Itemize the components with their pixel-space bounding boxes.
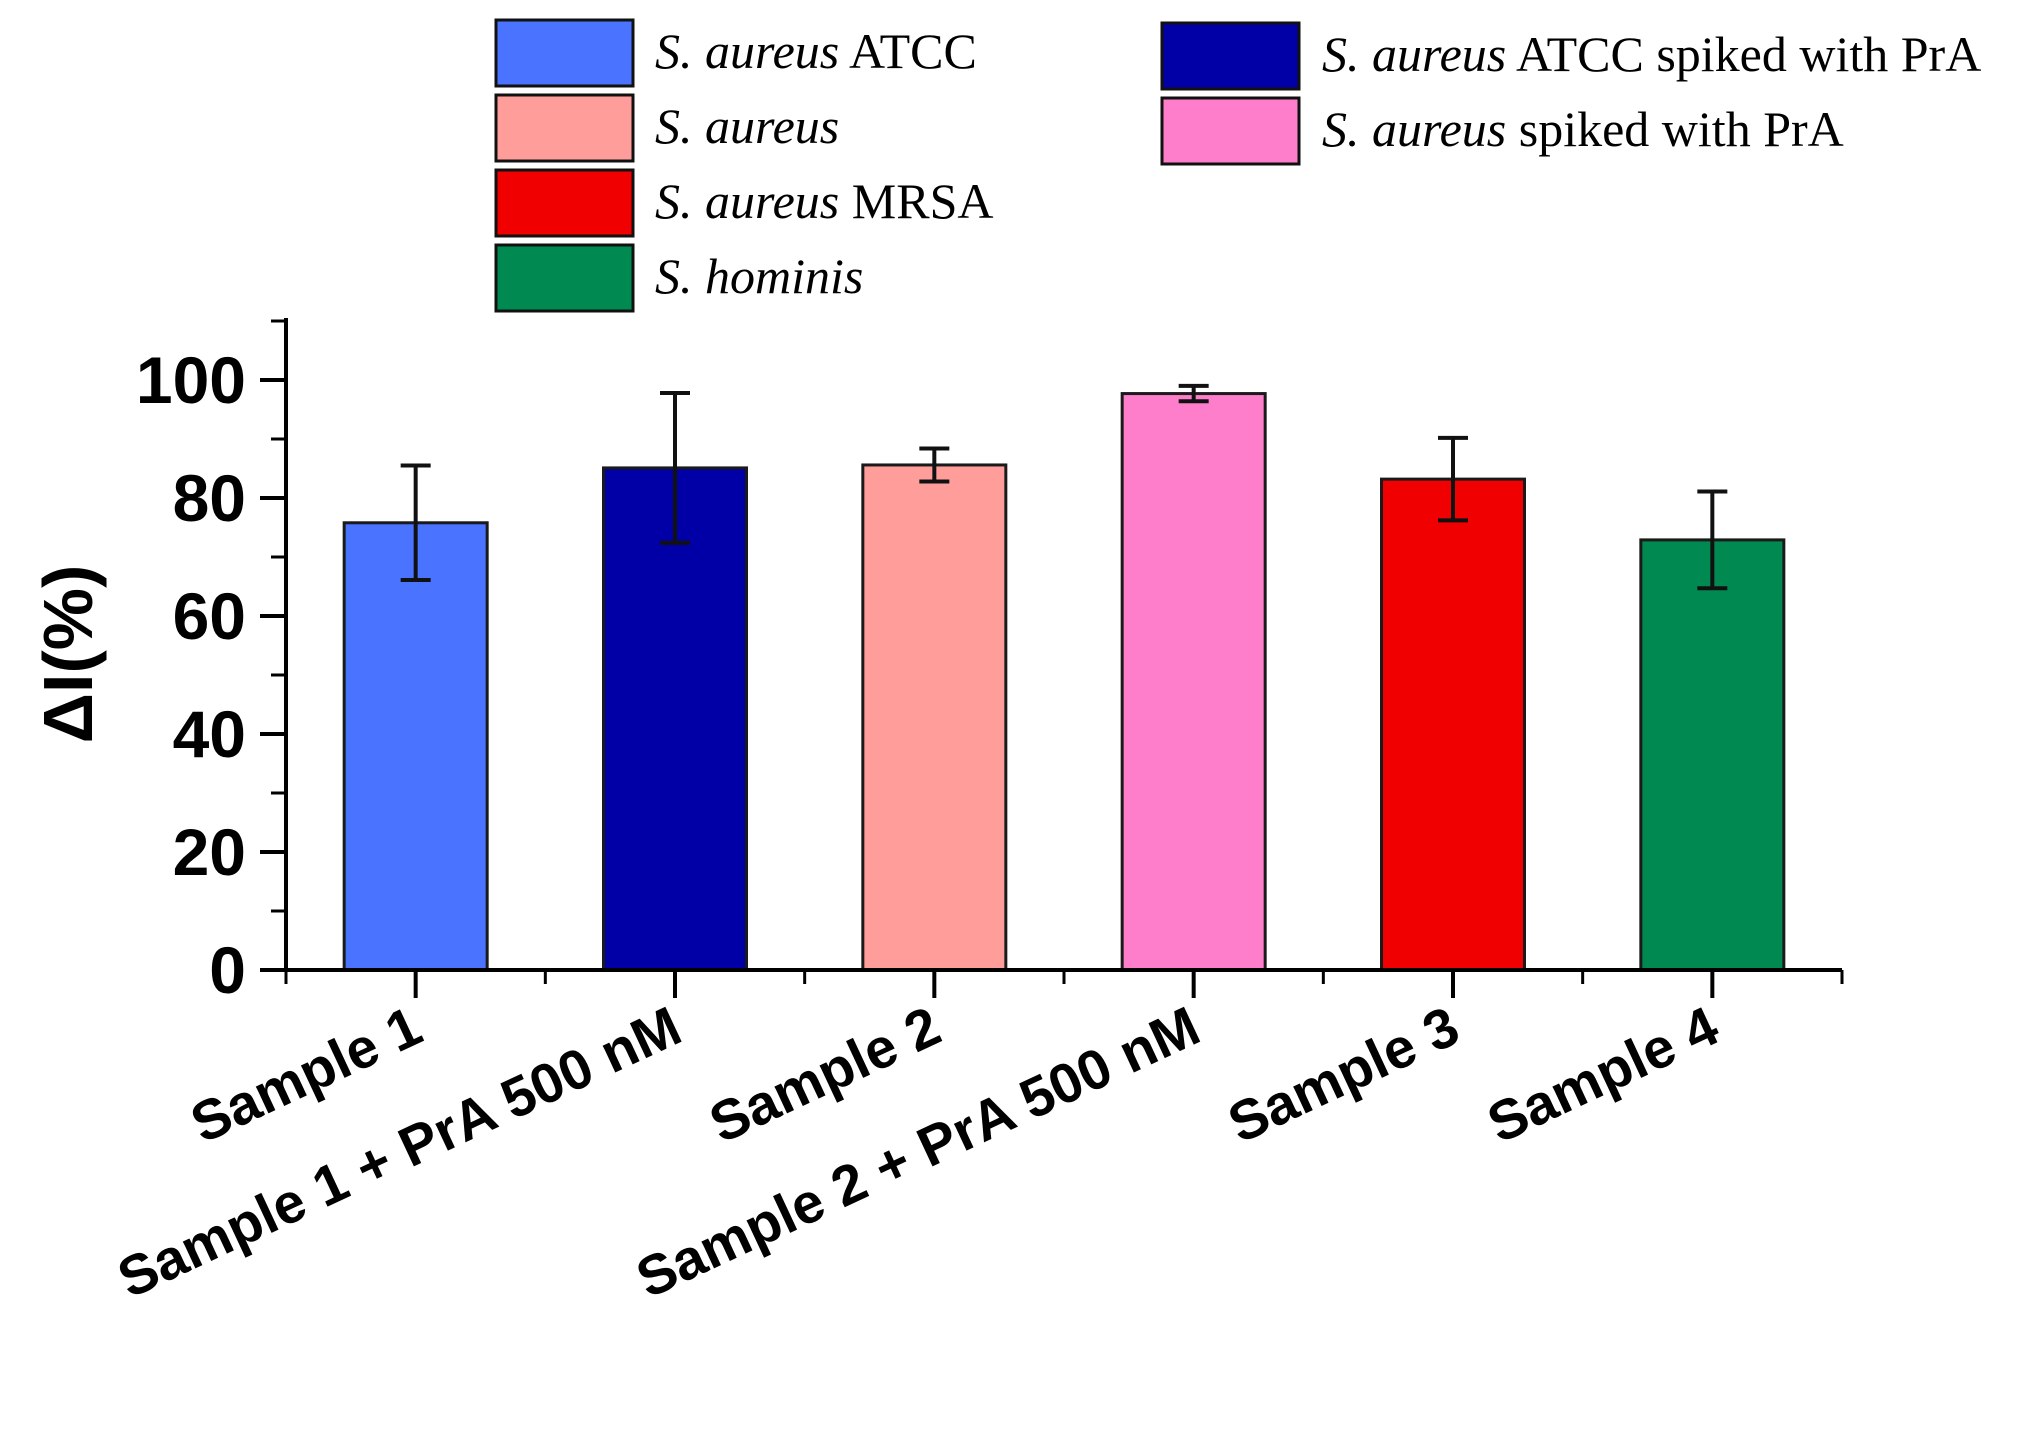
y-tick-label: 60 bbox=[173, 579, 246, 653]
legend-species: S. hominis bbox=[655, 248, 863, 304]
y-tick-label: 40 bbox=[173, 697, 246, 771]
bar bbox=[1380, 477, 1526, 972]
legend-swatch bbox=[494, 243, 635, 313]
bar bbox=[602, 466, 748, 972]
legend-swatch bbox=[1160, 96, 1301, 166]
bar bbox=[1639, 538, 1786, 972]
legend-species: S. aureus bbox=[655, 23, 839, 79]
x-tick-label: Sample 4 bbox=[1478, 994, 1727, 1155]
legend-suffix: MRSA bbox=[839, 173, 993, 229]
legend-label: S. aureus bbox=[655, 98, 839, 154]
legend-label: S. hominis bbox=[655, 248, 863, 304]
y-axis-ticks: 0 20 40 60 80 100 bbox=[136, 319, 286, 1007]
legend-swatch bbox=[494, 93, 635, 163]
bar bbox=[342, 521, 489, 972]
legend-swatch bbox=[1160, 21, 1301, 91]
y-tick-label: 0 bbox=[209, 933, 246, 1007]
legend-swatch bbox=[494, 168, 635, 238]
legend-label: S. aureus spiked with PrA bbox=[1322, 101, 1844, 157]
legend-species: S. aureus bbox=[1322, 101, 1506, 157]
legend-label: S. aureus ATCC bbox=[655, 23, 977, 79]
bar bbox=[1120, 392, 1267, 972]
x-tick-label: Sample 3 bbox=[1219, 994, 1468, 1155]
y-tick-label: 100 bbox=[136, 343, 246, 417]
y-tick-label: 20 bbox=[173, 815, 246, 889]
legend-label: S. aureus MRSA bbox=[655, 173, 994, 229]
x-tick-label-group: Sample 3 bbox=[1219, 994, 1468, 1155]
bars bbox=[342, 383, 1786, 972]
legend-species: S. aureus bbox=[655, 173, 839, 229]
y-tick-label: 80 bbox=[173, 461, 246, 535]
legend-suffix: ATCC spiked with PrA bbox=[1506, 26, 1981, 82]
legend-suffix: spiked with PrA bbox=[1506, 101, 1844, 157]
legend-swatch bbox=[494, 18, 635, 88]
bar bbox=[861, 463, 1008, 972]
legend-species: S. aureus bbox=[655, 98, 839, 154]
x-tick-label-group: Sample 4 bbox=[1478, 994, 1727, 1155]
legend-species: S. aureus bbox=[1322, 26, 1506, 82]
legend-suffix: ATCC bbox=[839, 23, 977, 79]
y-axis-title: ΔI(%) bbox=[29, 565, 107, 744]
legend-label: S. aureus ATCC spiked with PrA bbox=[1322, 26, 1981, 82]
axes bbox=[284, 318, 1842, 972]
